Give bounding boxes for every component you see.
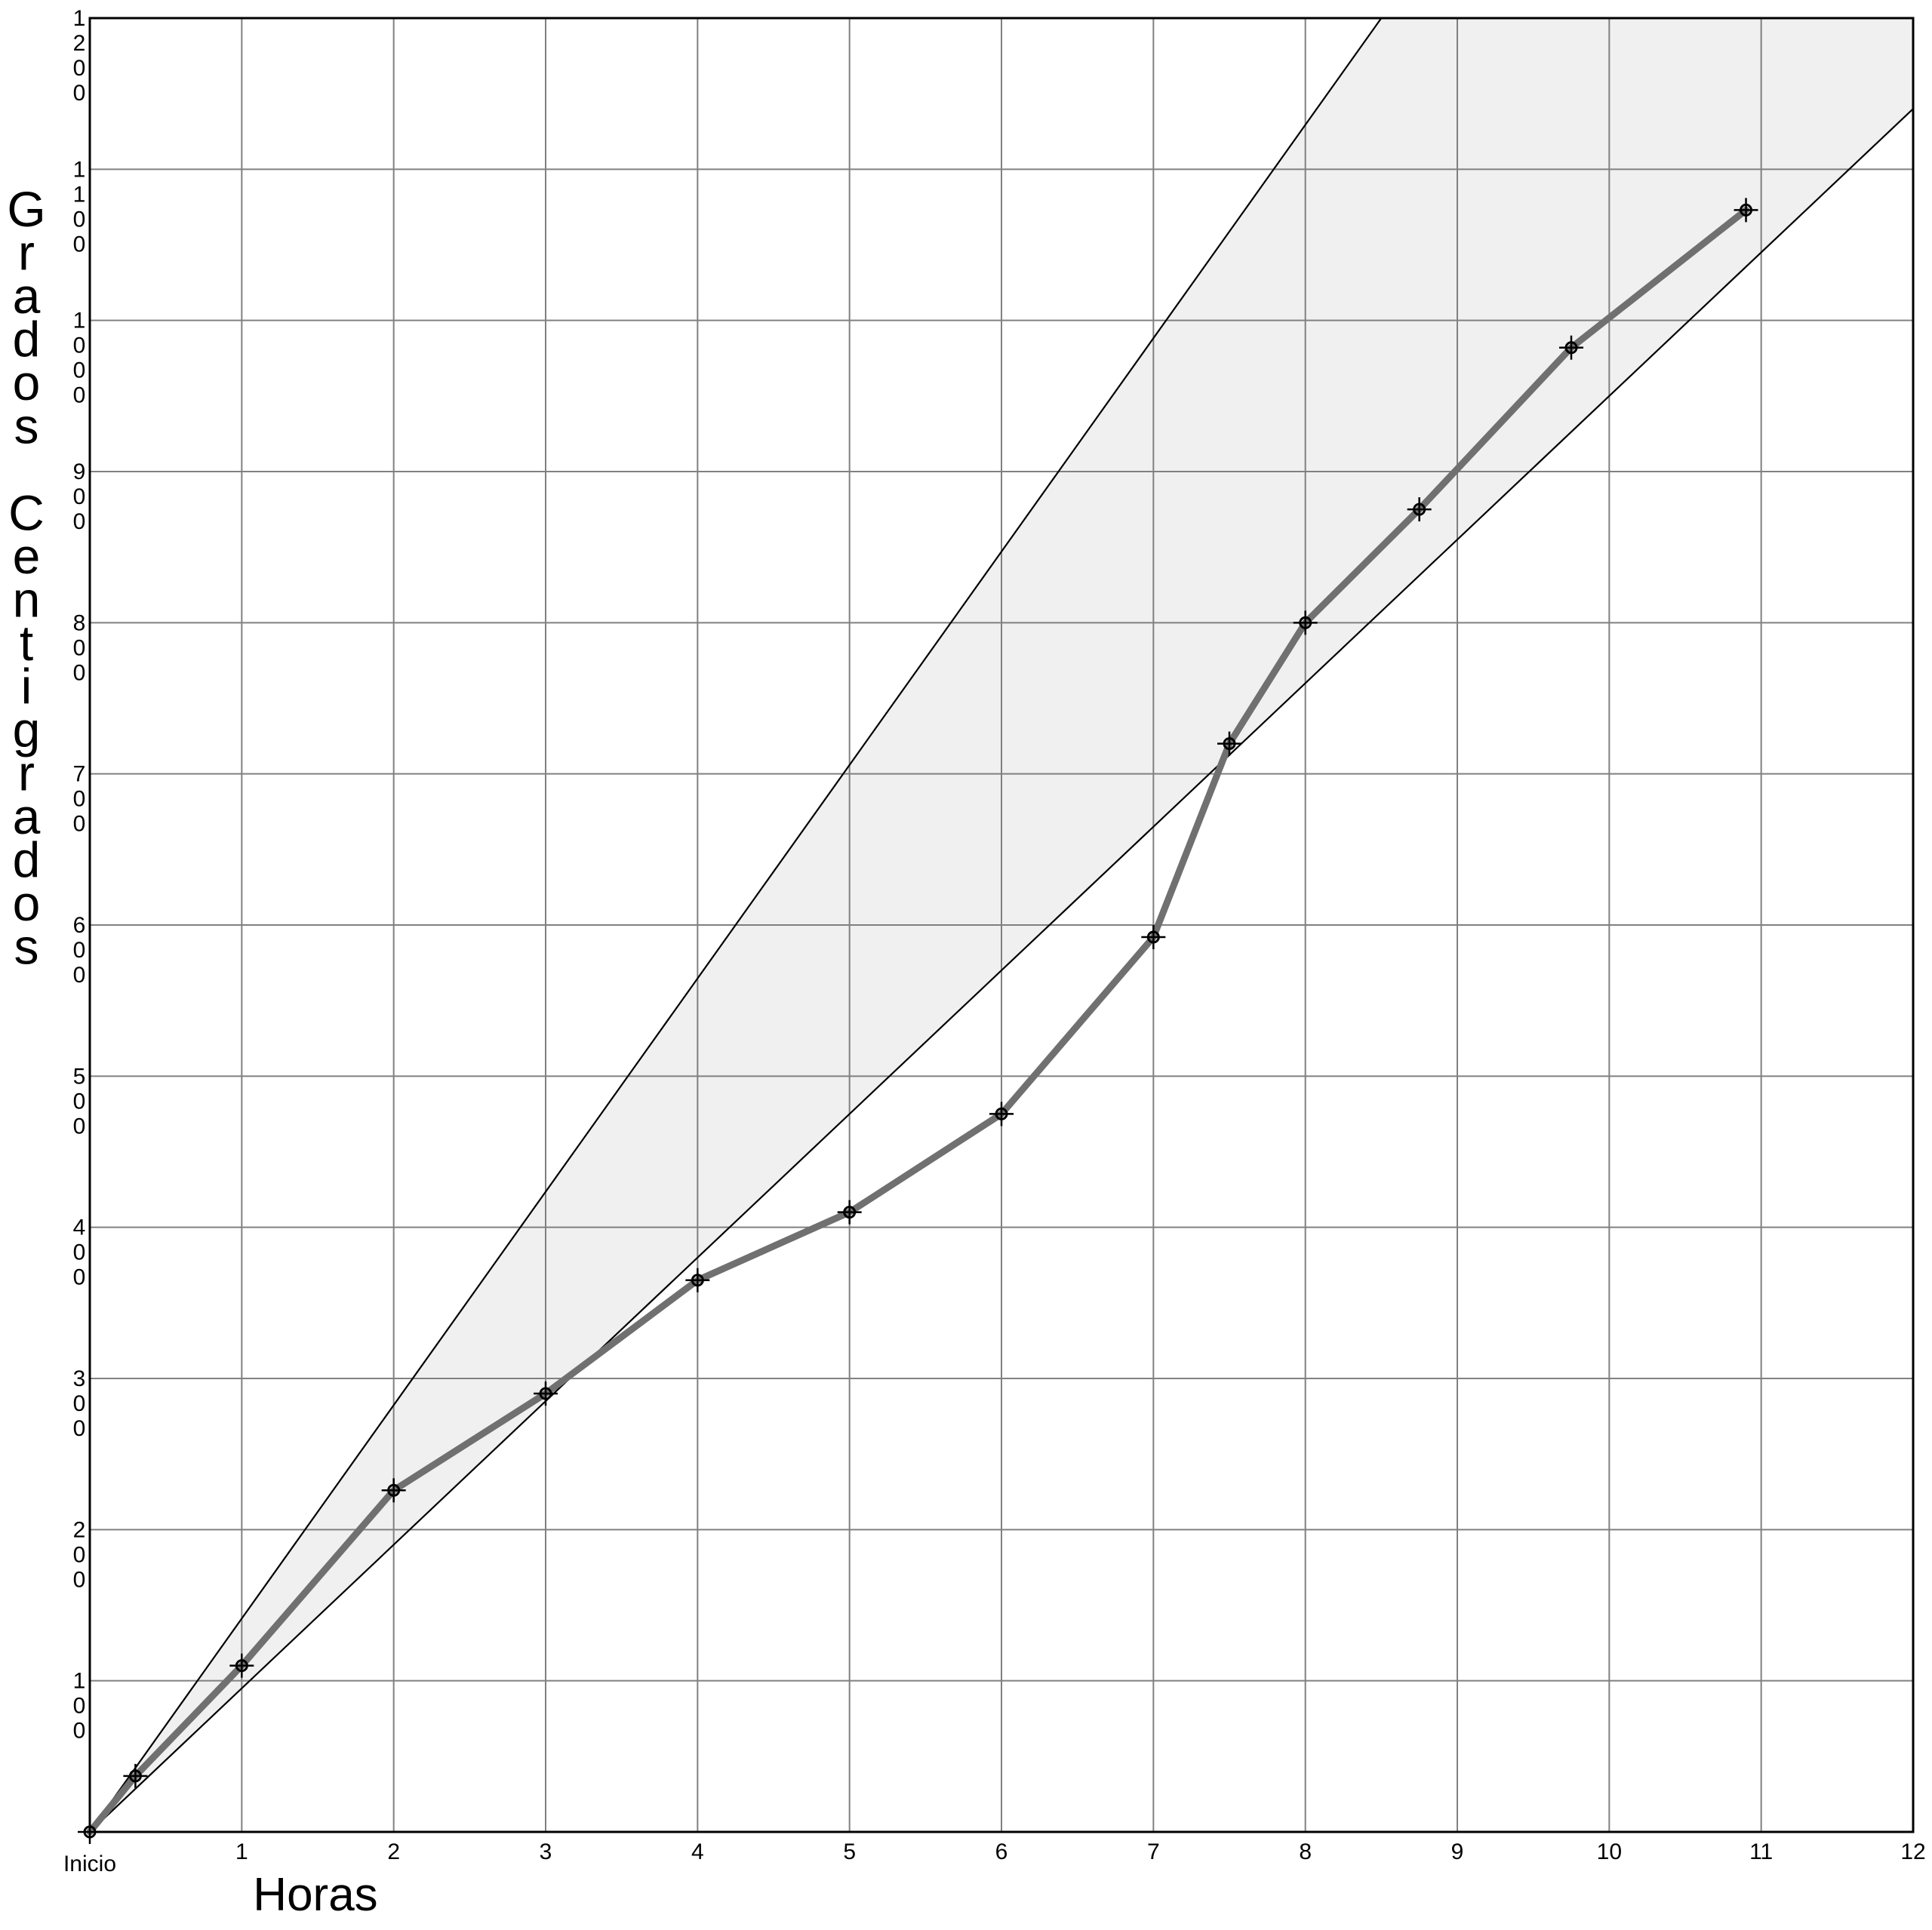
x-tick-label: 12 [1900,1839,1925,1864]
x-tick-label: 6 [995,1839,1008,1864]
y-tick-labels: 1 0 0 2 0 0 3 0 0 4 0 0 5 0 0 6 0 0 7 0 0 8 0 0 9 0 0 1 0 0 0 1 1 0 0 1 2 0 0 [73,6,86,1744]
data-point [534,1381,558,1406]
data-point [837,1200,862,1225]
svg-text:600: 600 [73,913,86,988]
data-point [1141,925,1166,950]
series-line [86,206,1750,1836]
x-tick-label: 9 [1451,1839,1464,1864]
x-tick-label: 11 [1749,1839,1773,1864]
x-tick-label: 3 [540,1839,552,1864]
data-point [381,1478,406,1503]
x-tick-label: 2 [387,1839,400,1864]
x-tick-label: 4 [691,1839,704,1864]
svg-text:900: 900 [73,459,86,534]
data-point [1217,731,1241,756]
series-markers [78,198,1758,1844]
x-tick-label: 10 [1597,1839,1622,1864]
x-tick-labels: Inicio 1 2 3 4 5 6 7 8 9 10 11 12 [63,1839,1926,1876]
data-point [229,1653,254,1678]
svg-text:100: 100 [73,1669,86,1744]
x-tick-label: 5 [843,1839,856,1864]
x-axis-label: Horas [253,1869,377,1921]
svg-text:500: 500 [73,1064,86,1139]
data-point [1559,335,1583,360]
data-point [78,1820,102,1844]
x-tick-label: Inicio [63,1852,116,1876]
data-point [1734,198,1758,223]
data-point [685,1268,710,1292]
plot-frame [88,17,1915,1833]
svg-text:400: 400 [73,1215,86,1290]
data-point [1293,610,1318,635]
data-point [123,1763,148,1788]
data-point [1407,497,1432,522]
x-tick-label: 8 [1299,1839,1312,1864]
data-point [989,1102,1014,1126]
band-lower-line [89,108,1914,1833]
svg-text:200: 200 [73,1517,86,1592]
x-tick-label: 1 [235,1839,248,1864]
band-upper-line [89,17,1383,1833]
svg-text:300: 300 [73,1366,86,1441]
svg-text:700: 700 [73,762,86,837]
svg-text:800: 800 [73,610,86,685]
x-tick-label: 7 [1147,1839,1160,1864]
